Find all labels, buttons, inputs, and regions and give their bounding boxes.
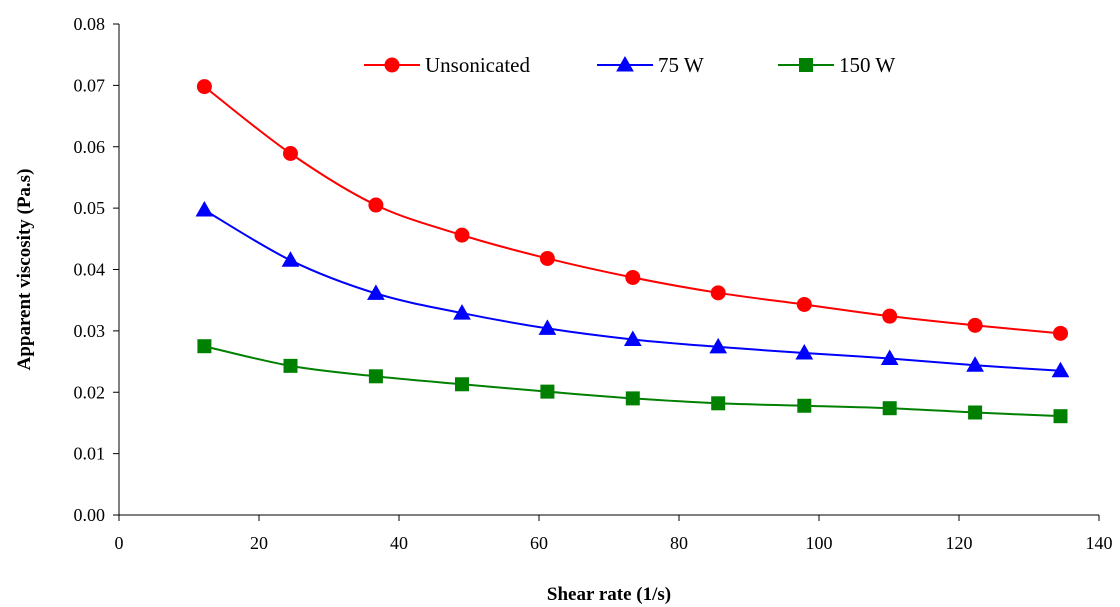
legend-marker <box>799 58 813 72</box>
data-point <box>368 369 383 384</box>
y-tick-label: 0.06 <box>74 137 106 157</box>
y-tick-label: 0.05 <box>74 198 106 218</box>
y-tick-label: 0.03 <box>74 321 106 341</box>
data-point <box>623 330 642 346</box>
y-tick-label: 0.02 <box>74 382 106 402</box>
series-line-150-w <box>204 345 1061 418</box>
data-point <box>281 251 300 267</box>
data-point <box>1053 325 1068 341</box>
legend-label: 150 W <box>839 53 895 77</box>
x-tick-label: 120 <box>946 533 973 553</box>
series-75-w <box>195 200 1070 378</box>
data-point <box>538 319 557 335</box>
data-point <box>625 391 640 406</box>
y-tick-label: 0.00 <box>74 505 106 525</box>
data-point <box>710 285 726 301</box>
data-point <box>539 250 555 266</box>
series-layer <box>195 79 1070 424</box>
legend-marker <box>384 57 400 73</box>
data-point <box>795 343 814 360</box>
legend-label: 75 W <box>658 53 704 77</box>
x-tick-label: 20 <box>250 533 268 553</box>
legend-marker <box>616 55 634 72</box>
data-point <box>540 384 555 399</box>
y-tick-label: 0.07 <box>74 75 106 95</box>
y-tick-label: 0.01 <box>74 444 106 464</box>
data-point <box>882 308 898 324</box>
x-tick-label: 0 <box>115 533 124 553</box>
series-line-unsonicated <box>203 85 1061 335</box>
legend-item-150-w: 150 W <box>778 53 895 77</box>
x-tick-label: 140 <box>1086 533 1113 553</box>
x-axis-title: Shear rate (1/s) <box>547 584 671 605</box>
data-point <box>283 146 298 162</box>
x-tick-label: 80 <box>670 533 688 553</box>
data-point <box>197 339 212 354</box>
data-point <box>195 200 214 217</box>
data-point <box>368 197 384 213</box>
data-point <box>967 317 983 333</box>
series-150-w <box>197 339 1068 424</box>
legend: Unsonicated 75 W 150 W <box>364 53 895 77</box>
x-tick-label: 60 <box>530 533 548 553</box>
legend-label: Unsonicated <box>425 53 530 77</box>
data-point <box>196 79 212 95</box>
y-tick-label: 0.08 <box>74 14 106 34</box>
data-point <box>796 296 812 312</box>
data-point <box>454 227 470 243</box>
data-point <box>1051 361 1070 378</box>
data-point <box>1053 409 1068 424</box>
data-point <box>882 401 897 416</box>
data-point <box>453 304 471 320</box>
data-point <box>797 398 812 413</box>
data-point <box>283 358 298 373</box>
legend-item-75-w: 75 W <box>597 53 704 77</box>
series-unsonicated <box>196 79 1068 341</box>
data-point <box>625 269 641 285</box>
x-tick-label: 100 <box>806 533 833 553</box>
data-point <box>455 377 469 392</box>
data-point <box>709 337 728 354</box>
legend-item-unsonicated: Unsonicated <box>364 53 530 77</box>
data-point <box>966 356 984 372</box>
series-line-75-w <box>203 209 1061 372</box>
y-axis-title: Apparent viscosity (Pa.s) <box>14 169 35 371</box>
data-point <box>880 349 899 365</box>
x-tick-label: 40 <box>390 533 408 553</box>
axes: 0.00 0.01 0.02 0.03 0.04 0.05 0.06 0.07 0.08 0 20 4… <box>74 14 1113 553</box>
data-point <box>968 405 983 420</box>
data-point <box>711 396 726 411</box>
data-point <box>367 284 385 300</box>
y-tick-label: 0.04 <box>74 260 106 280</box>
